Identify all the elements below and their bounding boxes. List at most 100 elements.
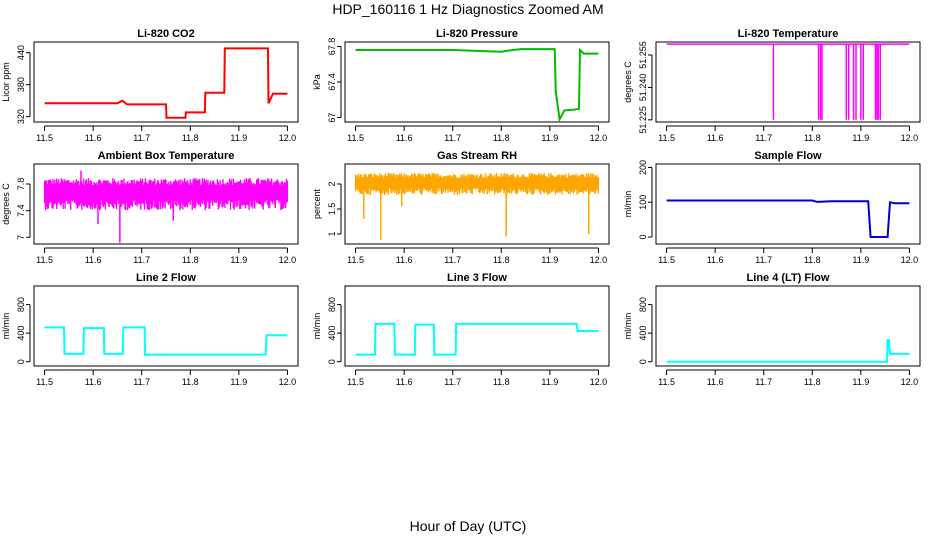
y-tick-label: 51.240 — [638, 74, 648, 102]
y-tick-label: 400 — [327, 326, 337, 341]
series-band — [354, 173, 600, 195]
panel-title: Li-820 CO2 — [137, 28, 194, 40]
x-tick-label: 12.0 — [279, 255, 297, 265]
x-tick-label: 11.7 — [444, 377, 461, 387]
x-tick-label: 11.7 — [755, 133, 772, 143]
y-axis-label: ml/min — [1, 313, 11, 340]
data-layer — [354, 173, 600, 240]
x-tick-label: 11.7 — [755, 377, 772, 387]
y-tick-label: 440 — [16, 45, 26, 60]
y-tick-label: 320 — [16, 109, 26, 124]
x-tick-label: 11.8 — [493, 377, 510, 387]
x-tick-label: 11.6 — [396, 255, 413, 265]
panel-title: Line 2 Flow — [136, 272, 196, 284]
y-axis-label: Licor ppm — [1, 62, 11, 102]
y-tick-label: 67.4 — [327, 73, 337, 91]
data-layer — [666, 199, 910, 238]
x-tick-label: 12.0 — [279, 133, 297, 143]
x-tick-label: 11.8 — [493, 255, 510, 265]
panel-8: Line 3 Flow ml/min 11.5 11.6 11.7 11.8 11.9 12.… — [312, 272, 610, 387]
panel-title: Line 4 (LT) Flow — [747, 272, 830, 284]
y-tick-label: 1.5 — [327, 203, 337, 216]
x-tick-label: 11.5 — [36, 377, 53, 387]
series-line — [355, 47, 599, 122]
series-line — [666, 339, 910, 363]
y-tick-label: 200 — [638, 160, 648, 175]
y-tick-label: 0 — [638, 359, 648, 364]
x-tick-label: 11.6 — [707, 133, 724, 143]
y-axis-label: ml/min — [623, 191, 633, 218]
x-tick-label: 12.0 — [590, 133, 608, 143]
x-tick-label: 11.9 — [230, 133, 247, 143]
panel-9: Line 4 (LT) Flow ml/min 11.5 11.6 11.7 11.8 11… — [623, 272, 921, 387]
x-axis-title: Hour of Day (UTC) — [409, 518, 527, 534]
data-layer — [355, 47, 599, 122]
panel-7: Line 2 Flow ml/min 11.5 11.6 11.7 11.8 11.9 12.… — [1, 272, 299, 387]
data-layer — [44, 326, 288, 356]
panel-6: Sample Flow ml/min 11.5 11.6 11.7 11.8 11.9 12.… — [623, 150, 921, 265]
y-tick-label: 800 — [327, 297, 337, 312]
y-tick-label: 380 — [16, 77, 26, 92]
x-tick-label: 11.9 — [541, 377, 558, 387]
y-tick-label: 7.4 — [16, 204, 26, 217]
panel-4: Ambient Box Temperature degrees C 11.5 11.6… — [1, 150, 299, 265]
y-axis-label: degrees C — [623, 61, 633, 103]
x-tick-label: 12.0 — [901, 133, 919, 143]
x-tick-label: 12.0 — [590, 255, 608, 265]
x-tick-label: 11.5 — [347, 255, 364, 265]
x-tick-label: 11.7 — [444, 133, 461, 143]
x-tick-label: 11.5 — [347, 377, 364, 387]
data-layer — [43, 170, 289, 243]
y-tick-label: 67 — [327, 113, 337, 123]
y-tick-label: 7 — [16, 235, 26, 240]
x-tick-label: 11.5 — [658, 377, 675, 387]
plot-frame — [33, 41, 299, 123]
y-tick-label: 51.255 — [638, 41, 648, 69]
x-tick-label: 11.8 — [182, 133, 199, 143]
x-tick-label: 12.0 — [279, 377, 297, 387]
x-tick-label: 11.8 — [804, 377, 821, 387]
y-axis-label: kPa — [312, 74, 322, 90]
y-tick-label: 0 — [327, 359, 337, 364]
figure-title: HDP_160116 1 Hz Diagnostics Zoomed AM — [332, 1, 604, 17]
x-tick-label: 11.8 — [182, 377, 199, 387]
panel-title: Ambient Box Temperature — [98, 150, 235, 162]
panel-2: Li-820 Pressure kPa 11.5 11.6 11.7 11.8 11.9 12… — [312, 28, 610, 143]
y-axis-label: percent — [312, 188, 322, 219]
x-tick-label: 11.9 — [230, 377, 247, 387]
x-tick-label: 11.9 — [541, 255, 558, 265]
y-tick-label: 0 — [16, 359, 26, 364]
x-tick-label: 11.8 — [804, 255, 821, 265]
x-tick-label: 11.5 — [658, 255, 675, 265]
data-layer — [666, 43, 910, 120]
x-tick-label: 11.9 — [230, 255, 247, 265]
x-tick-label: 11.5 — [36, 255, 53, 265]
panel-1: Li-820 CO2 Licor ppm 11.5 11.6 11.7 11.8 11.9 1… — [1, 28, 299, 143]
data-layer — [355, 322, 599, 356]
y-tick-label: 400 — [638, 326, 648, 341]
y-tick-label: 1 — [327, 231, 337, 236]
panel-title: Line 3 Flow — [447, 272, 507, 284]
x-tick-label: 11.7 — [444, 255, 461, 265]
y-tick-label: 800 — [16, 297, 26, 312]
x-tick-label: 12.0 — [901, 255, 919, 265]
x-tick-label: 11.7 — [133, 133, 150, 143]
x-tick-label: 11.6 — [85, 377, 102, 387]
x-tick-label: 11.9 — [852, 377, 869, 387]
plot-frame — [33, 163, 299, 245]
x-tick-label: 11.6 — [707, 255, 724, 265]
y-tick-label: 800 — [638, 297, 648, 312]
x-tick-label: 12.0 — [590, 377, 608, 387]
y-tick-label: 51.225 — [638, 106, 648, 134]
x-tick-label: 11.5 — [347, 133, 364, 143]
series-line — [44, 47, 288, 119]
y-tick-label: 67.8 — [327, 38, 337, 56]
x-tick-label: 11.6 — [396, 377, 413, 387]
x-tick-label: 11.6 — [85, 133, 102, 143]
panel-title: Li-820 Temperature — [738, 28, 839, 40]
y-axis-label: ml/min — [623, 313, 633, 340]
series-line — [44, 326, 288, 356]
x-tick-label: 11.7 — [133, 377, 150, 387]
